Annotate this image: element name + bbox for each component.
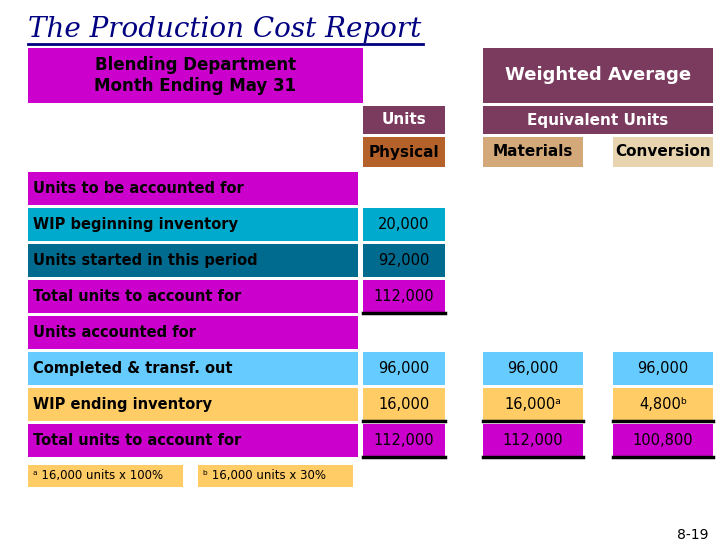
Bar: [363, 280, 445, 313]
Bar: [363, 137, 445, 167]
Text: Total units to account for: Total units to account for: [33, 289, 241, 304]
Bar: [28, 280, 358, 313]
Text: 100,800: 100,800: [633, 433, 693, 448]
Bar: [28, 388, 358, 421]
Text: 16,000ᵃ: 16,000ᵃ: [505, 397, 562, 412]
Bar: [28, 352, 358, 385]
Text: Units to be accounted for: Units to be accounted for: [33, 181, 244, 196]
Text: Weighted Average: Weighted Average: [505, 66, 691, 84]
Text: ᵇ 16,000 units x 30%: ᵇ 16,000 units x 30%: [203, 469, 326, 483]
Bar: [363, 388, 445, 421]
Text: 112,000: 112,000: [374, 433, 434, 448]
Bar: [198, 465, 353, 487]
Bar: [28, 465, 183, 487]
Text: Blending Department
Month Ending May 31: Blending Department Month Ending May 31: [94, 56, 297, 95]
Text: 96,000: 96,000: [637, 361, 688, 376]
Bar: [613, 388, 713, 421]
Text: Units started in this period: Units started in this period: [33, 253, 258, 268]
Text: WIP ending inventory: WIP ending inventory: [33, 397, 212, 412]
Bar: [363, 244, 445, 277]
Bar: [483, 106, 713, 134]
Bar: [28, 316, 358, 349]
Bar: [483, 388, 583, 421]
Text: 112,000: 112,000: [503, 433, 563, 448]
Text: Equivalent Units: Equivalent Units: [527, 112, 669, 127]
Text: 8-19: 8-19: [677, 528, 708, 540]
Bar: [483, 48, 713, 103]
Text: Units: Units: [382, 112, 426, 127]
Text: Units accounted for: Units accounted for: [33, 325, 196, 340]
Bar: [28, 48, 363, 103]
Text: WIP beginning inventory: WIP beginning inventory: [33, 217, 238, 232]
Bar: [363, 424, 445, 457]
Text: Materials: Materials: [492, 145, 573, 159]
Text: 4,800ᵇ: 4,800ᵇ: [639, 397, 687, 412]
Text: The Production Cost Report: The Production Cost Report: [28, 16, 421, 43]
Bar: [28, 208, 358, 241]
Text: 96,000: 96,000: [379, 361, 430, 376]
Bar: [28, 172, 358, 205]
Bar: [613, 137, 713, 167]
Text: Conversion: Conversion: [615, 145, 711, 159]
Text: 92,000: 92,000: [378, 253, 430, 268]
Bar: [483, 137, 583, 167]
Bar: [28, 244, 358, 277]
Bar: [613, 424, 713, 457]
Text: Physical: Physical: [369, 145, 439, 159]
Text: 16,000: 16,000: [379, 397, 430, 412]
Bar: [363, 106, 445, 134]
Bar: [28, 424, 358, 457]
Bar: [613, 352, 713, 385]
Text: 112,000: 112,000: [374, 289, 434, 304]
Text: ᵃ 16,000 units x 100%: ᵃ 16,000 units x 100%: [33, 469, 163, 483]
Text: Completed & transf. out: Completed & transf. out: [33, 361, 233, 376]
Text: Total units to account for: Total units to account for: [33, 433, 241, 448]
Bar: [483, 424, 583, 457]
Bar: [363, 208, 445, 241]
Text: 96,000: 96,000: [508, 361, 559, 376]
Bar: [363, 352, 445, 385]
Bar: [483, 352, 583, 385]
Text: 20,000: 20,000: [378, 217, 430, 232]
